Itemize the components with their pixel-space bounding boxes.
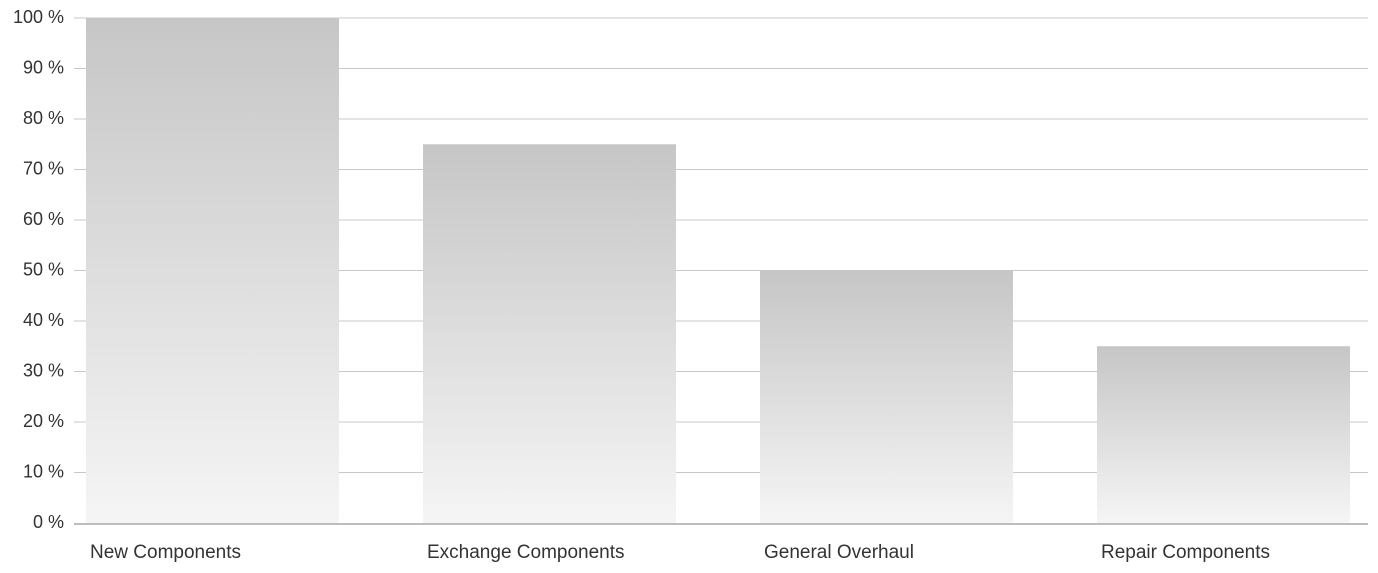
y-tick-label: 30 % <box>23 360 64 380</box>
x-tick-label: General Overhaul <box>764 542 914 563</box>
y-tick-label: 80 % <box>23 108 64 128</box>
y-tick-label: 40 % <box>23 310 64 330</box>
x-tick-label: Exchange Components <box>427 542 625 563</box>
y-tick-label: 20 % <box>23 411 64 431</box>
x-tick-label: Repair Components <box>1101 542 1270 563</box>
bar <box>760 271 1013 524</box>
bar <box>1097 346 1350 523</box>
bar <box>423 144 676 523</box>
y-tick-label: 90 % <box>23 57 64 77</box>
bar <box>86 18 339 523</box>
y-tick-label: 100 % <box>13 7 64 27</box>
y-axis-tick-labels: 0 % 10 % 20 % 30 % 40 % 50 % 60 % 70 % 80 % 90 % 1… <box>13 7 64 532</box>
y-tick-label: 50 % <box>23 259 64 279</box>
y-tick-label: 70 % <box>23 158 64 178</box>
y-tick-label: 10 % <box>23 461 64 481</box>
y-tick-label: 60 % <box>23 209 64 229</box>
x-axis-tick-labels: New Components Exchange Components General… <box>90 542 1270 563</box>
y-tick-label: 0 % <box>33 512 64 532</box>
x-tick-label: New Components <box>90 542 241 563</box>
